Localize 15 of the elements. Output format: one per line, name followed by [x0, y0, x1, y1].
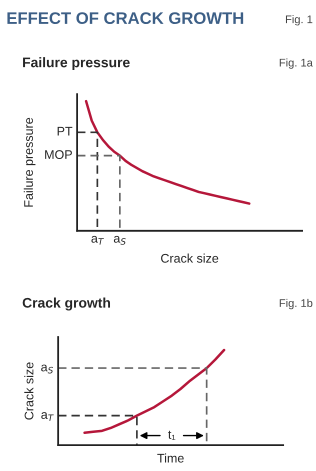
- chart-subtitle: Failure pressure: [23, 57, 130, 70]
- annotation: t₁: [168, 430, 176, 440]
- y-axis-title: Failure pressure: [24, 118, 36, 207]
- x-axis-title: Time: [157, 453, 184, 463]
- ref-line-label: a$_{T}$: [41, 412, 54, 421]
- ref-line-label: a$_{S}$: [41, 364, 53, 374]
- chart-title: Crack growth: [22, 298, 110, 311]
- caption: Fig. 1b: [280, 298, 312, 310]
- ref-line-label: PT: [58, 126, 72, 136]
- caption: Fig. 1: [286, 15, 312, 26]
- x-axis-title: Crack size: [161, 254, 218, 263]
- caption: Fig. 1a: [280, 58, 313, 69]
- ref-line-label: MOP: [45, 150, 72, 159]
- chart-title: EFFECT OF CRACK GROWTH: [7, 12, 244, 24]
- y-axis-title: Crack size: [24, 362, 34, 420]
